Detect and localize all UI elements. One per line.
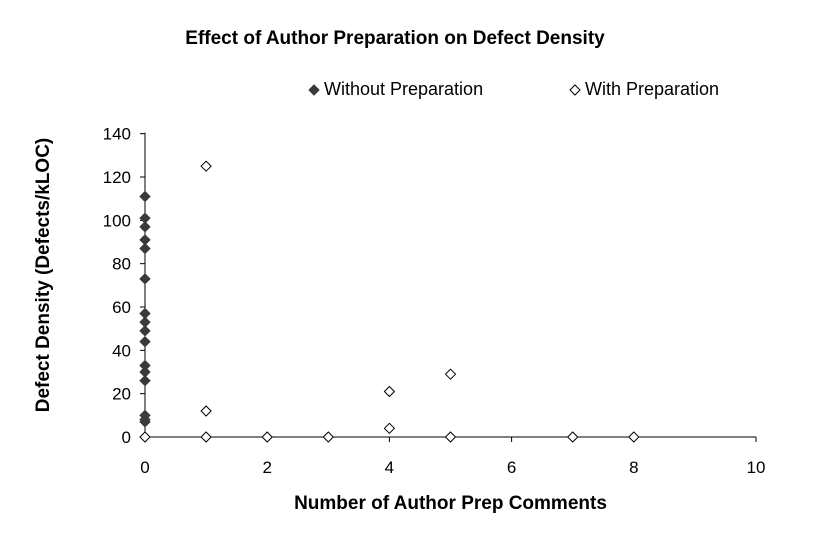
- data-point-with-preparation: [628, 431, 640, 443]
- y-tick-label: 0: [122, 428, 131, 447]
- x-tick-label: 2: [262, 458, 271, 477]
- y-tick-label: 40: [112, 341, 131, 360]
- y-tick-label: 80: [112, 255, 131, 274]
- legend-label-with-preparation: With Preparation: [585, 79, 720, 99]
- legend-label-without-preparation: Without Preparation: [324, 79, 484, 99]
- data-point-without-preparation: [139, 190, 151, 203]
- data-point-with-preparation: [322, 431, 335, 443]
- data-point-without-preparation: [139, 335, 151, 348]
- data-point-without-preparation: [139, 221, 151, 233]
- y-tick-label: 120: [103, 168, 131, 187]
- data-point-with-preparation: [200, 405, 212, 417]
- data-point-without-preparation: [139, 242, 151, 255]
- data-point-with-preparation: [566, 431, 579, 443]
- x-tick-label: 0: [140, 458, 149, 477]
- data-point-with-preparation: [261, 431, 273, 443]
- y-tick-label: 100: [103, 211, 131, 230]
- data-point-with-preparation: [139, 431, 151, 443]
- filled-diamond-icon: [308, 84, 320, 96]
- data-point-without-preparation: [139, 374, 151, 387]
- y-tick-label: 140: [103, 125, 131, 144]
- data-point-with-preparation: [444, 368, 457, 380]
- data-point-with-preparation: [444, 431, 457, 443]
- y-tick-label: 60: [112, 298, 131, 317]
- legend-item-with-preparation: With Preparation: [569, 79, 719, 100]
- data-point-without-preparation: [139, 416, 151, 428]
- hollow-diamond-icon: [569, 84, 581, 96]
- legend-item-without-preparation: Without Preparation: [308, 79, 483, 100]
- data-point-with-preparation: [200, 431, 212, 443]
- data-point-without-preparation: [139, 273, 151, 285]
- data-point-with-preparation: [383, 385, 396, 398]
- data-point-without-preparation: [139, 325, 151, 337]
- x-axis-label: Number of Author Prep Comments: [294, 493, 607, 514]
- x-tick-label: 6: [507, 458, 516, 477]
- chart-title: Effect of Author Preparation on Defect D…: [185, 28, 605, 49]
- data-point-with-preparation: [383, 422, 396, 435]
- x-tick-label: 8: [629, 458, 638, 477]
- data-point-with-preparation: [200, 160, 212, 172]
- legend: Without Preparation With Preparation: [308, 79, 748, 103]
- x-tick-label: 10: [747, 458, 766, 477]
- x-tick-label: 4: [385, 458, 394, 477]
- y-tick-label: 20: [112, 385, 131, 404]
